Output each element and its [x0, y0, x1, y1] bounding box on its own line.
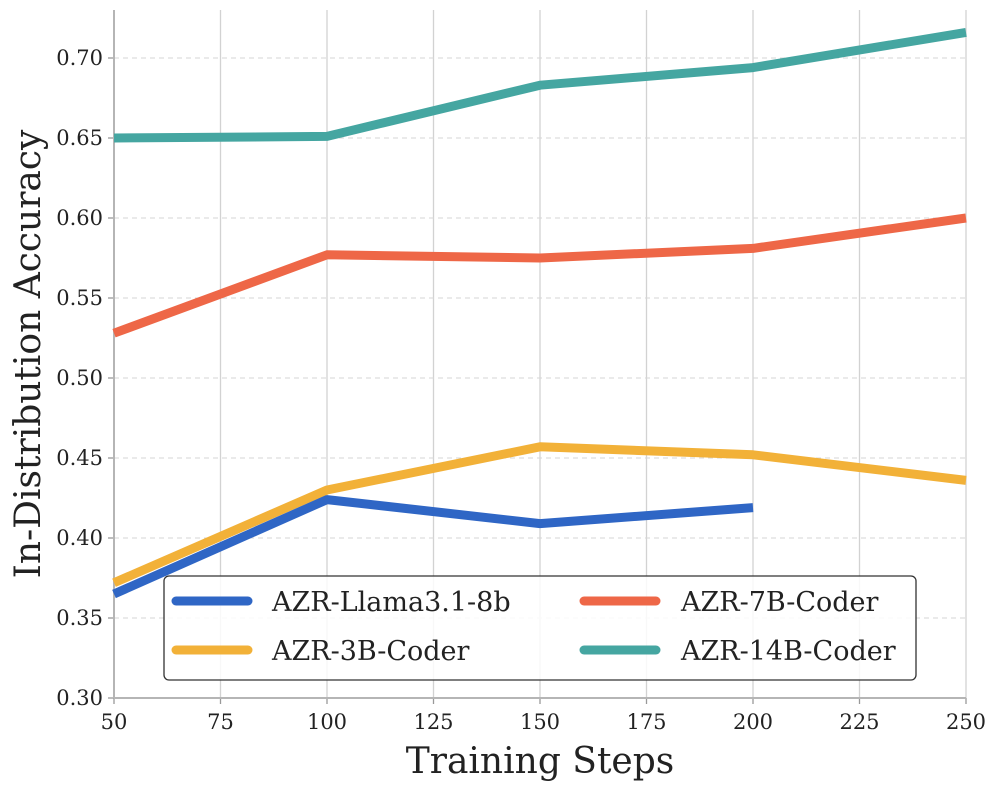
x-axis-title: Training Steps — [406, 741, 675, 782]
series-lines — [112, 27, 967, 599]
legend-label-14b: AZR-14B-Coder — [680, 636, 896, 667]
y-tick-label: 0.50 — [56, 366, 103, 390]
x-tick-labels: 50 75 100 125 150 175 200 225 250 — [101, 710, 986, 734]
legend-box — [163, 575, 917, 681]
legend-label-llama: AZR-Llama3.1-8b — [271, 587, 511, 618]
vertical-gridlines — [219, 10, 967, 698]
legend-label-3b: AZR-3B-Coder — [271, 636, 470, 667]
x-tick-label: 150 — [520, 710, 560, 734]
y-tick-label: 0.65 — [56, 126, 103, 150]
x-tick-label: 175 — [626, 710, 666, 734]
legend: AZR-Llama3.1-8b AZR-7B-Coder AZR-3B-Code… — [163, 575, 917, 681]
x-tick-label: 75 — [207, 710, 234, 734]
y-tick-label: 0.30 — [56, 686, 103, 710]
series-line-azr-3b-coder — [112, 442, 967, 587]
series-line-azr-7b-coder — [112, 213, 967, 338]
x-tick-label: 200 — [733, 710, 773, 734]
y-tick-label: 0.55 — [56, 286, 103, 310]
x-tick-label: 125 — [413, 710, 453, 734]
y-tick-label: 0.70 — [56, 46, 103, 70]
series-line-azr-14b-coder — [113, 27, 967, 143]
axes — [108, 10, 967, 704]
y-tick-labels: 0.30 0.35 0.40 0.45 0.50 0.55 0.60 0.65 0.70 — [56, 46, 103, 710]
y-tick-label: 0.35 — [56, 606, 103, 630]
series-line-azr-llama3-1-8b — [112, 495, 754, 599]
y-tick-label: 0.40 — [56, 526, 103, 550]
y-axis-title: In-Distribution Accuracy — [8, 129, 49, 578]
x-tick-label: 250 — [946, 710, 986, 734]
x-tick-label: 50 — [101, 710, 128, 734]
x-tick-label: 225 — [839, 710, 879, 734]
y-tick-label: 0.45 — [56, 446, 103, 470]
x-tick-label: 100 — [307, 710, 347, 734]
legend-label-7b: AZR-7B-Coder — [680, 587, 879, 618]
y-tick-label: 0.60 — [56, 206, 103, 230]
